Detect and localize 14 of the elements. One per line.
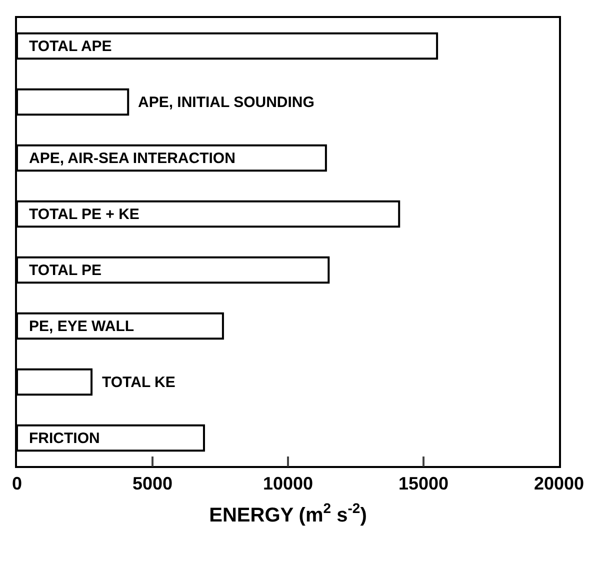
y-tick-label: TOTAL KE: [102, 374, 176, 391]
y-tick-label: PE, EYE WALL: [29, 318, 134, 335]
y-tick-label: TOTAL PE + KE: [29, 206, 140, 223]
x-tick-label: 0: [12, 473, 22, 494]
x-tick-label: 15000: [398, 473, 449, 494]
y-tick-label: APE, INITIAL SOUNDING: [138, 94, 314, 111]
x-axis-title: ENERGY (m$^{2}$ s$^{-2}$): [209, 500, 367, 526]
x-tick-label: 5000: [132, 473, 173, 494]
y-tick-label: TOTAL PE: [29, 262, 102, 279]
y-tick-label: TOTAL APE: [29, 38, 112, 55]
y-tick-label: APE, AIR-SEA INTERACTION: [29, 150, 236, 167]
x-tick-label: 20000: [534, 473, 584, 494]
y-tick-label: FRICTION: [29, 430, 100, 447]
x-tick-label: 10000: [262, 473, 314, 494]
